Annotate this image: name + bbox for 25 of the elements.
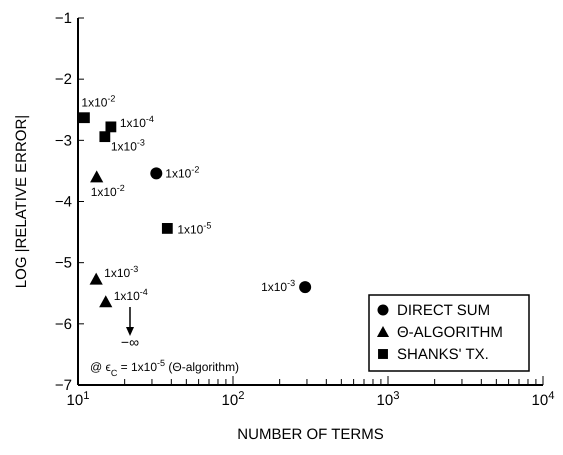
y-axis-title: LOG |RELATIVE ERROR|	[13, 114, 30, 288]
annotation: 1x10$^{-2}$	[90, 183, 125, 200]
legend-label: Θ-ALGORITHM	[397, 324, 503, 341]
y-tick-label: −2	[54, 71, 72, 88]
annotation: 1x10$^{-5}$	[177, 220, 212, 236]
x-tick-label: 10$^{2}$	[222, 390, 244, 409]
annotation: 1x10$^{-4}$	[120, 114, 154, 130]
annotation: 1x10$^{-3}$	[261, 278, 296, 294]
legend-label: SHANKS' TX.	[397, 346, 489, 363]
annotation: 1x10$^{-2}$	[81, 94, 116, 110]
annotation: 1x10$^{-4}$	[114, 286, 148, 303]
annotation: −∞	[120, 334, 140, 350]
y-tick-label: −6	[54, 316, 72, 333]
y-tick-label: −5	[54, 254, 72, 272]
x-axis-title: NUMBER OF TERMS	[237, 426, 384, 443]
annotation: 1x10$^{-2}$	[165, 164, 200, 180]
annotation: 1x10$^{-3}$	[110, 138, 145, 154]
legend-label: DIRECT SUM	[397, 302, 490, 319]
x-tick-label: 10$^{4}$	[532, 390, 554, 409]
annotation: @ ϵ$_{C}$ = 1x10$^{-5}$ (Θ-algorithm)	[90, 358, 240, 378]
y-tick-label: −4	[54, 194, 72, 210]
y-tick-label: −1	[54, 10, 72, 27]
y-tick-label: −3	[54, 132, 72, 150]
annotation: 1x10$^{-3}$	[104, 264, 138, 280]
x-tick-label: 10$^{3}$	[376, 390, 400, 409]
